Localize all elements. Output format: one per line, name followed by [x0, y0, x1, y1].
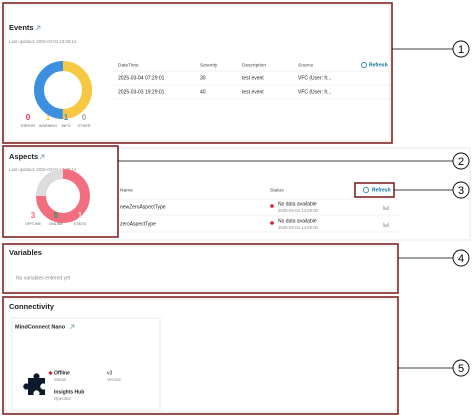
- refresh-icon[interactable]: [363, 187, 369, 193]
- summary-label: STATIC: [74, 222, 87, 226]
- connectivity-title: Connectivity: [9, 302, 55, 311]
- events-updated: Last updated: 2025-03-04 13:29:14: [9, 39, 77, 44]
- table-header: Name: [120, 187, 133, 193]
- table-cell: 30: [200, 75, 206, 81]
- table-cell: No data available: [278, 201, 317, 207]
- device-operator-label: Operator: [54, 396, 72, 401]
- table-header: Source: [298, 62, 314, 68]
- device-status-label: Status: [54, 377, 66, 382]
- highlight-box: [2, 243, 399, 294]
- callout-number: 1: [458, 44, 464, 56]
- callout-circle: [452, 152, 470, 170]
- callout-circle: [452, 181, 470, 199]
- table-cell: 40: [200, 89, 206, 95]
- events-donut: 0 ERROR 1 WARNING 1 INFO 0 OTHER: [21, 61, 92, 128]
- table-cell: VFC (User: fr...: [298, 75, 331, 81]
- table-cell: test event: [242, 75, 264, 81]
- highlight-box: [2, 2, 393, 144]
- donut-segment: [36, 169, 90, 223]
- summary-count: 0: [26, 113, 31, 122]
- callout-circle: [452, 40, 470, 58]
- device-version-label: Version: [107, 377, 122, 382]
- device-card[interactable]: [11, 317, 161, 411]
- summary-count: 1: [64, 113, 69, 122]
- table-cell: 2025-03-03 19:29:01: [118, 89, 165, 95]
- expand-icon[interactable]: [35, 25, 41, 31]
- table-header: DateTime: [118, 62, 139, 68]
- table-cell: 2025-03-04 14:29:00: [278, 208, 319, 213]
- highlight-box: [2, 296, 399, 415]
- summary-label: WARNING: [39, 124, 57, 128]
- variables-card: [4, 245, 397, 292]
- highlight-box: [2, 145, 119, 238]
- callout-number: 3: [458, 185, 464, 197]
- variables-title: Variables: [9, 248, 42, 257]
- table-cell: test event: [242, 89, 264, 95]
- expand-icon[interactable]: [39, 154, 45, 160]
- aspects-donut: 3 OFFLINE 0 ONLINE 1 STATIC: [25, 169, 90, 226]
- table-cell: VFC (User: fr...: [298, 89, 331, 95]
- callout-circle: [452, 249, 470, 267]
- donut-segment: [34, 61, 92, 119]
- aspects-card: [4, 147, 471, 241]
- aspects-updated: Last updated: 2025-03-04 14:29:14: [9, 167, 77, 172]
- table-cell: 2025-03-04 07:29:01: [118, 75, 165, 81]
- refresh-button[interactable]: Refresh: [372, 187, 391, 193]
- summary-count: 1: [46, 113, 51, 122]
- summary-label: ONLINE: [49, 222, 64, 226]
- summary-label: INFO: [61, 124, 70, 128]
- device-name: MindConnect Nano: [15, 324, 66, 330]
- variables-message: No variables entered yet: [16, 275, 71, 281]
- device-icon: [23, 373, 45, 395]
- summary-count: 3: [31, 211, 36, 220]
- table-header: Status: [270, 187, 284, 193]
- table-cell: 2025-03-04 14:29:00: [278, 225, 319, 230]
- device-version: v3: [107, 370, 113, 376]
- summary-label: ERROR: [21, 124, 35, 128]
- device-status: Offline: [54, 370, 70, 376]
- summary-count: 1: [78, 211, 83, 220]
- callout-number: 4: [458, 253, 464, 265]
- aspects-title: Aspects: [9, 152, 38, 161]
- summary-label: OFFLINE: [25, 222, 42, 226]
- summary-label: OTHER: [77, 124, 91, 128]
- table-cell: newZeroAspectType: [120, 204, 166, 210]
- chart-icon[interactable]: [383, 222, 389, 227]
- table-cell: zeroAspectType: [120, 221, 156, 227]
- callout-number: 5: [458, 363, 464, 375]
- summary-count: 0: [54, 211, 59, 220]
- status-dot: [270, 221, 274, 225]
- refresh-icon[interactable]: [361, 62, 367, 68]
- events-title: Events: [9, 23, 34, 32]
- status-dot: [270, 204, 274, 208]
- expand-icon[interactable]: [69, 324, 75, 330]
- table-header: Description: [242, 62, 266, 68]
- events-card: [4, 4, 391, 142]
- table-header: Severity: [200, 62, 218, 68]
- device-operator: Insights Hub: [54, 389, 84, 395]
- refresh-button[interactable]: Refresh: [369, 62, 388, 68]
- table-cell: No data available: [278, 218, 317, 224]
- chart-icon[interactable]: [383, 205, 389, 210]
- callout-circle: [452, 359, 470, 377]
- callout-number: 2: [458, 156, 464, 168]
- summary-count: 0: [82, 113, 87, 122]
